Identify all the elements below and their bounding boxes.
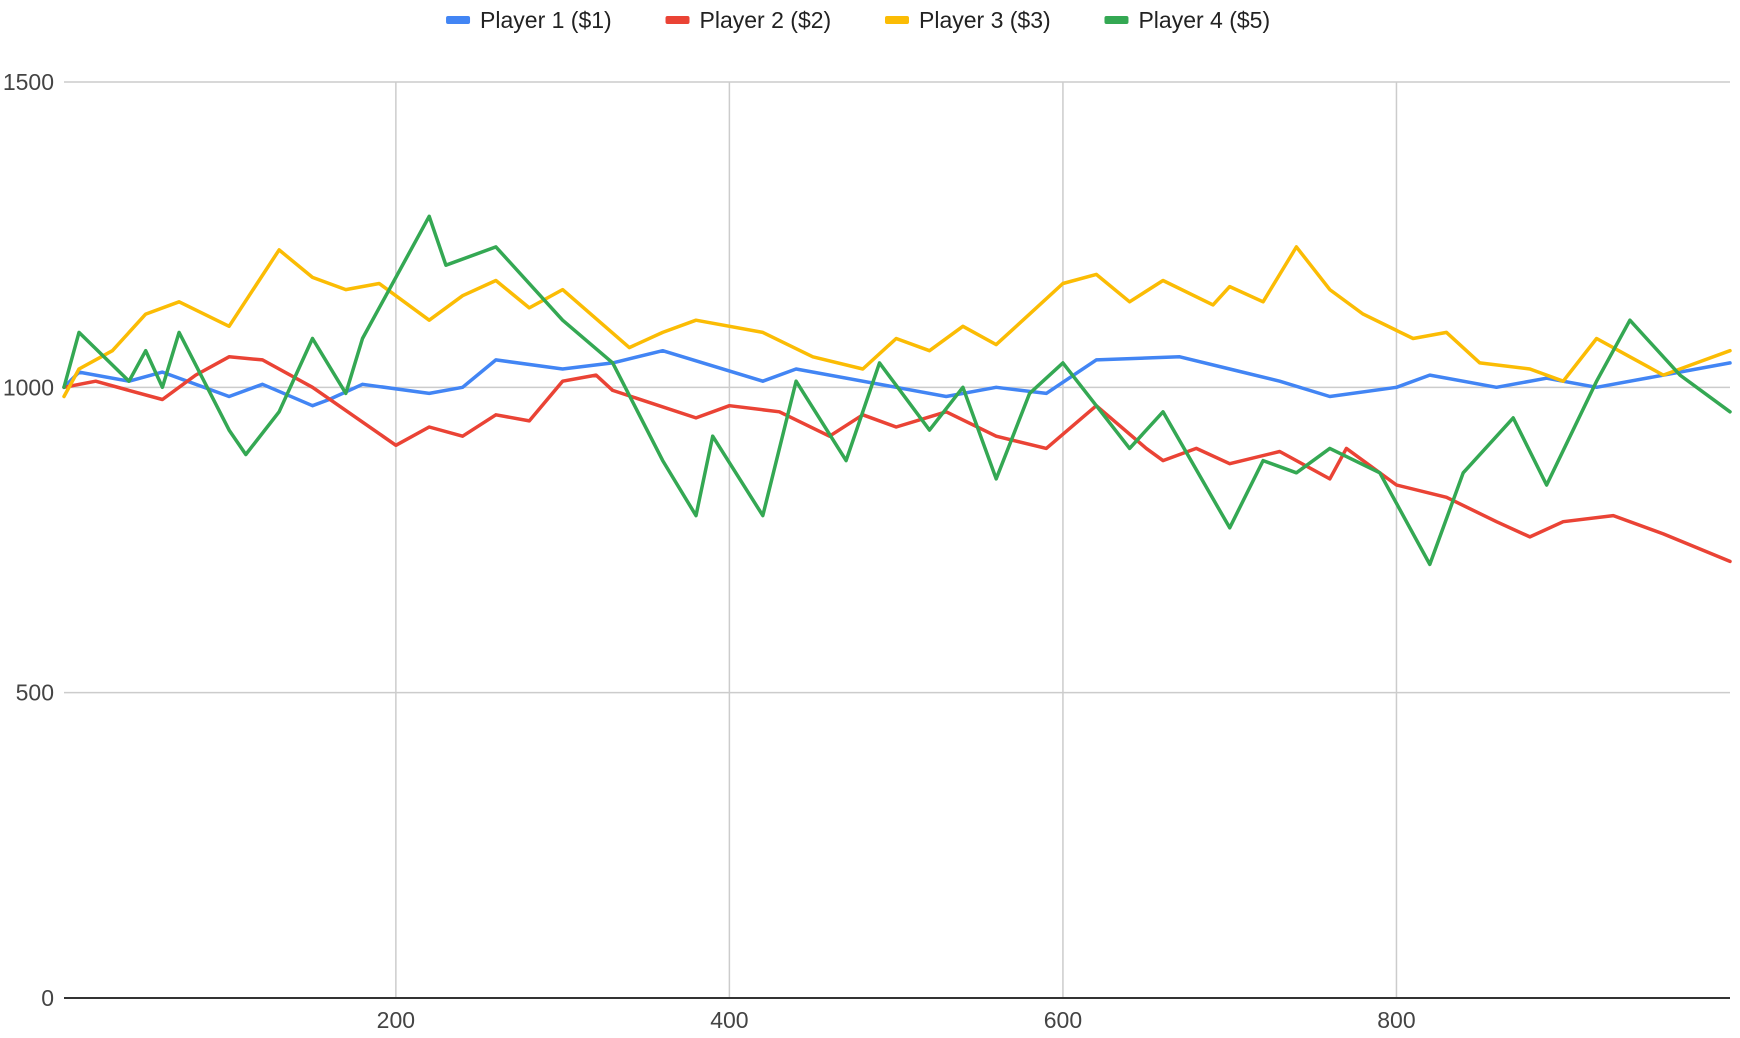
legend-label: Player 4 ($5) bbox=[1138, 7, 1270, 33]
legend-item-player-2[interactable]: Player 2 ($2) bbox=[665, 7, 832, 33]
x-tick-label: 200 bbox=[377, 1007, 415, 1033]
series-layer bbox=[62, 214, 1732, 567]
y-tick-label: 500 bbox=[16, 680, 54, 706]
y-tick-label: 1500 bbox=[3, 69, 54, 95]
legend-swatch bbox=[665, 16, 690, 24]
series-line-player-1 bbox=[62, 348, 1732, 408]
legend-label: Player 2 ($2) bbox=[700, 7, 832, 33]
series-line-player-4 bbox=[62, 214, 1732, 567]
y-tick-label: 0 bbox=[41, 985, 54, 1011]
legend-item-player-3[interactable]: Player 3 ($3) bbox=[885, 7, 1051, 33]
x-tick-label: 600 bbox=[1044, 1007, 1082, 1033]
series-line-player-3 bbox=[62, 245, 1732, 399]
x-tick-label: 800 bbox=[1377, 1007, 1415, 1033]
legend-swatch bbox=[446, 16, 471, 24]
legend-item-player-1[interactable]: Player 1 ($1) bbox=[446, 7, 612, 33]
grid bbox=[64, 81, 1730, 998]
legend-label: Player 1 ($1) bbox=[480, 7, 612, 33]
axes: 0 500 1000 1500 200 400 600 800 bbox=[3, 69, 1730, 1033]
legend-swatch bbox=[1104, 16, 1129, 24]
legend-label: Player 3 ($3) bbox=[919, 7, 1051, 33]
x-tick-label: 400 bbox=[710, 1007, 748, 1033]
legend: Player 1 ($1) Player 2 ($2) Player 3 ($3) P… bbox=[446, 7, 1270, 33]
legend-swatch bbox=[885, 16, 909, 24]
legend-item-player-4[interactable]: Player 4 ($5) bbox=[1104, 7, 1270, 33]
y-tick-label: 1000 bbox=[3, 374, 54, 400]
